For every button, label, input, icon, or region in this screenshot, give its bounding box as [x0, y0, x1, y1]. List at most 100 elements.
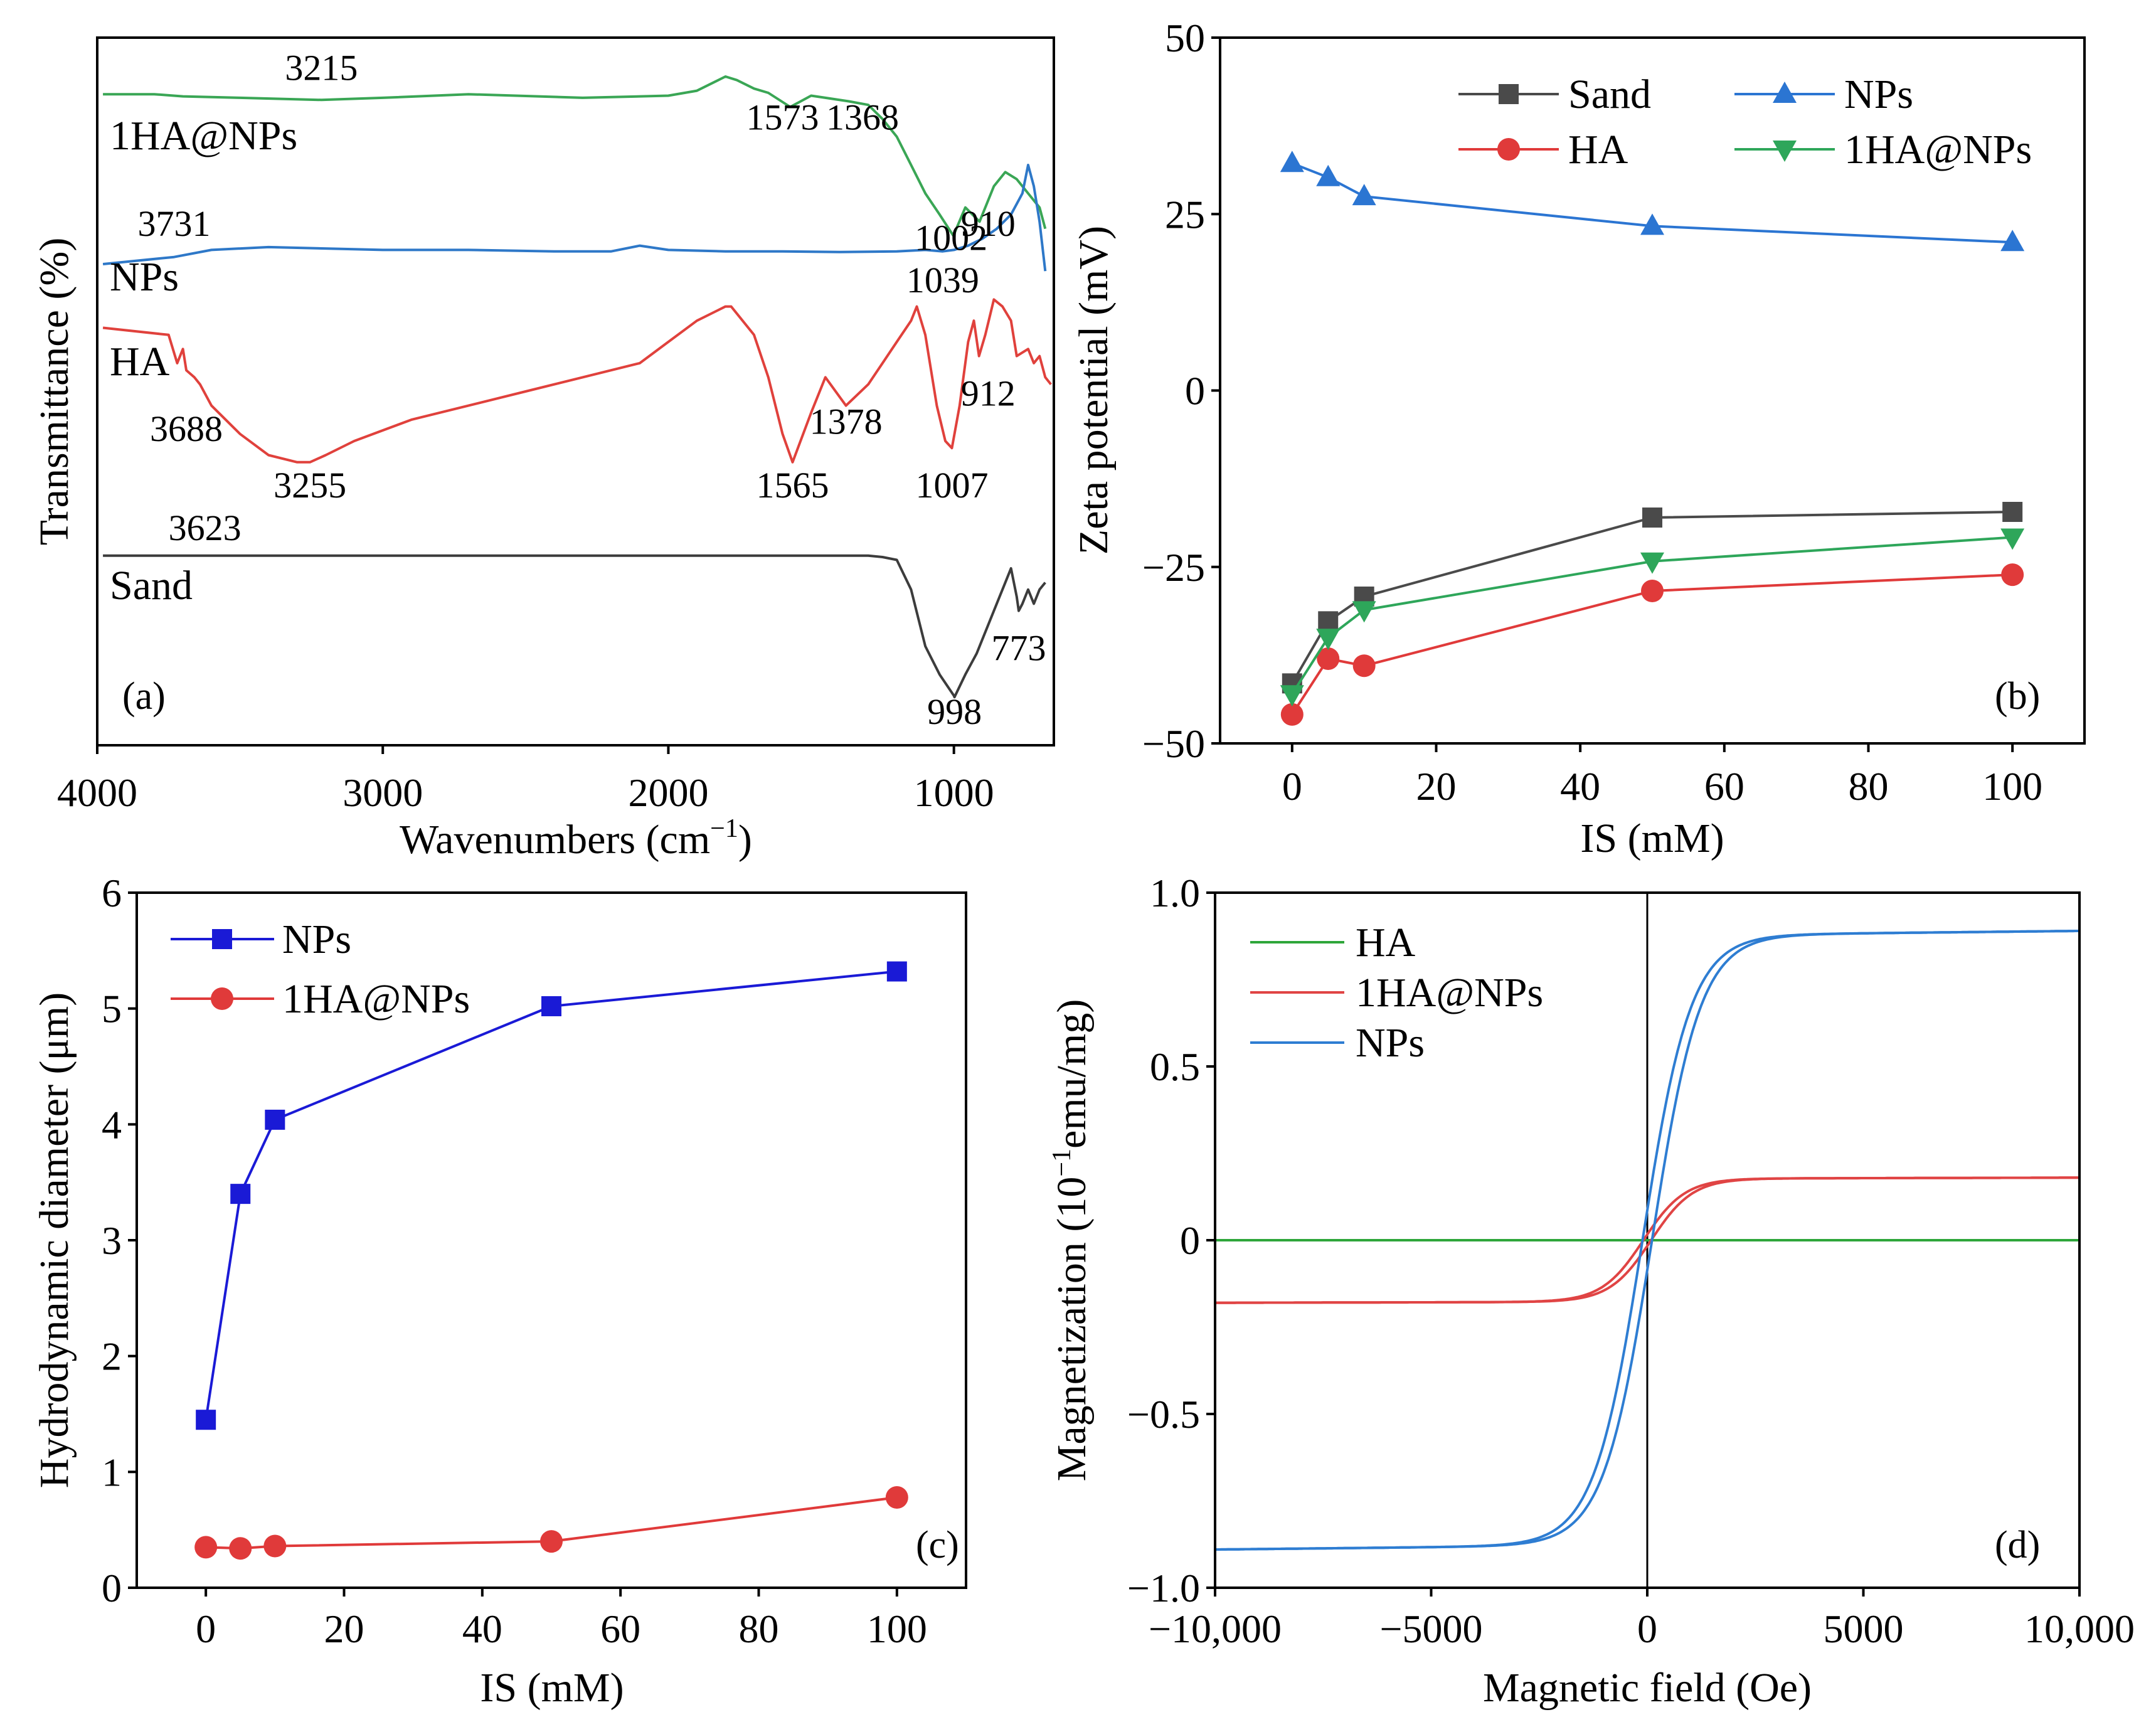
panel-d-ytick-label: 0.5 — [1150, 1044, 1200, 1089]
zeta-point-1ha-nps — [1352, 601, 1376, 623]
zeta-point-ha — [1317, 647, 1340, 670]
zeta-point-nps — [1316, 164, 1341, 186]
diameter-point-1ha-nps — [229, 1537, 252, 1560]
peak-annotation: 3623 — [169, 508, 242, 548]
zeta-point-1ha-nps — [1640, 552, 1664, 574]
peak-annotation: 1039 — [906, 260, 979, 300]
panel-d-ytick-label: −0.5 — [1127, 1392, 1200, 1437]
zeta-point-ha — [1641, 580, 1664, 602]
panel-c-xtick-label: 0 — [196, 1607, 216, 1651]
panel-d-xtick-label: −5000 — [1379, 1607, 1482, 1651]
panel-a-xlabel: Wavenumbers (cm−1) — [400, 814, 752, 863]
diameter-point-nps — [196, 1410, 216, 1430]
peak-annotation: 1573 — [746, 97, 819, 138]
zeta-point-sand — [1642, 508, 1662, 528]
peak-annotation: 912 — [961, 373, 1016, 414]
panel-c: 0 20 40 60 80 100 0 1 2 3 4 5 6 NPs 1HA@NPs (c) IS (m… — [31, 871, 967, 1711]
peak-annotation: 1007 — [915, 465, 988, 506]
diameter-point-nps — [265, 1109, 285, 1130]
panel-d-xtick-label: −10,000 — [1149, 1607, 1282, 1651]
panel-c-ylabel: Hydrodynamic diameter (μm) — [31, 992, 77, 1488]
peak-annotation: 910 — [961, 203, 1016, 244]
panel-b-ytick-label: −25 — [1142, 545, 1205, 590]
spectrum-1ha-nps — [103, 75, 1047, 237]
panel-d-xlabel: Magnetic field (Oe) — [1483, 1665, 1812, 1711]
panel-b-xtick-label: 0 — [1282, 764, 1302, 809]
panel-b-ytick-label: 50 — [1165, 16, 1205, 60]
panel-c-ytick-label: 3 — [102, 1218, 122, 1263]
panel-b-xtick-label: 20 — [1416, 764, 1457, 809]
legend-label-nps: NPs — [1844, 72, 1913, 117]
panel-d-ylabel: Magnetization (10−1emu/mg) — [1048, 999, 1095, 1482]
diameter-point-1ha-nps — [540, 1530, 563, 1553]
label-1ha-nps: 1HA@NPs — [110, 113, 297, 159]
legend-marker-nps — [212, 929, 232, 949]
diameter-point-1ha-nps — [885, 1485, 908, 1509]
panel-c-ytick-label: 1 — [102, 1450, 122, 1494]
legend-marker-1ha-nps — [1773, 141, 1797, 162]
panel-d-xtick-label: 10,000 — [2024, 1607, 2135, 1651]
panel-b-ticks: 0 20 40 60 80 100 −50 −25 0 25 50 — [1142, 16, 2042, 809]
panel-b-ytick-label: −50 — [1142, 721, 1205, 766]
panel-b-xtick-label: 100 — [1982, 764, 2042, 809]
zeta-point-sand — [2002, 502, 2023, 522]
panel-d-series — [1214, 893, 2080, 1588]
panel-a-ylabel: Transmittance (%) — [31, 238, 77, 546]
zeta-point-sand — [1318, 611, 1339, 632]
panel-c-xtick-label: 100 — [867, 1607, 927, 1651]
zeta-point-1ha-nps — [1280, 685, 1304, 707]
panel-c-ytick-label: 0 — [102, 1566, 122, 1610]
legend-marker-nps — [1773, 82, 1797, 103]
panel-a-xtick-label: 2000 — [628, 770, 708, 815]
label-ha: HA — [110, 339, 170, 385]
panel-c-xtick-label: 60 — [600, 1607, 640, 1651]
zeta-point-nps — [1280, 151, 1304, 173]
panel-a-series — [102, 75, 1052, 699]
panel-a-xtick-label: 4000 — [57, 770, 137, 815]
panel-b-xtick-label: 80 — [1849, 764, 1889, 809]
legend-label-1ha-nps: 1HA@NPs — [282, 976, 470, 1022]
panel-c-label: (c) — [916, 1524, 959, 1566]
legend-label-ha: HA — [1356, 920, 1416, 965]
panel-b-ytick-label: 0 — [1185, 369, 1205, 413]
legend-label-nps: NPs — [1356, 1020, 1425, 1066]
loop-branch-nps — [1214, 929, 2080, 1551]
panel-d: −10,000 −5000 0 5000 10,000 −1.0 −0.5 0 0.5 1.0 H… — [1048, 871, 2135, 1711]
panel-b-ytick-label: 25 — [1165, 192, 1205, 237]
peak-annotation: 3688 — [150, 408, 223, 449]
panel-c-xtick-label: 20 — [324, 1607, 364, 1651]
panel-b-xtick-label: 40 — [1560, 764, 1600, 809]
label-nps: NPs — [110, 254, 179, 300]
peak-annotation: 1565 — [756, 465, 829, 506]
peak-annotation: 3731 — [137, 203, 210, 244]
panel-c-xlabel: IS (mM) — [480, 1665, 624, 1711]
panel-c-legend: NPs 1HA@NPs — [171, 917, 470, 1022]
peak-annotation: 1378 — [810, 401, 883, 442]
panel-a-xtick-label: 1000 — [914, 770, 994, 815]
panel-b-xtick-label: 60 — [1704, 764, 1744, 809]
legend-label-ha: HA — [1568, 127, 1628, 173]
panel-c-ticks: 0 20 40 60 80 100 0 1 2 3 4 5 6 — [102, 871, 927, 1651]
panel-c-ytick-label: 6 — [102, 871, 122, 915]
panel-a-ticks: 4000 3000 2000 1000 — [57, 745, 994, 815]
peak-annotation: 1368 — [826, 97, 899, 138]
zeta-point-nps — [1640, 213, 1664, 235]
label-sand: Sand — [110, 563, 193, 609]
panel-d-ytick-label: −1.0 — [1127, 1566, 1200, 1610]
panel-d-ytick-label: 0 — [1180, 1218, 1200, 1263]
zeta-point-nps — [1352, 184, 1376, 206]
loop-branch-1ha-nps — [1215, 1176, 2079, 1304]
panel-d-ytick-label: 1.0 — [1150, 871, 1200, 915]
panel-d-xtick-label: 0 — [1637, 1607, 1657, 1651]
legend-label-1ha-nps: 1HA@NPs — [1844, 127, 2032, 173]
diameter-point-1ha-nps — [194, 1536, 218, 1559]
spectrum-ha — [102, 298, 1052, 464]
spectrum-nps — [102, 164, 1047, 272]
diameter-point-nps — [886, 961, 907, 982]
panel-a-label: (a) — [122, 675, 166, 718]
panel-b-ylabel: Zeta potential (mV) — [1071, 226, 1117, 555]
